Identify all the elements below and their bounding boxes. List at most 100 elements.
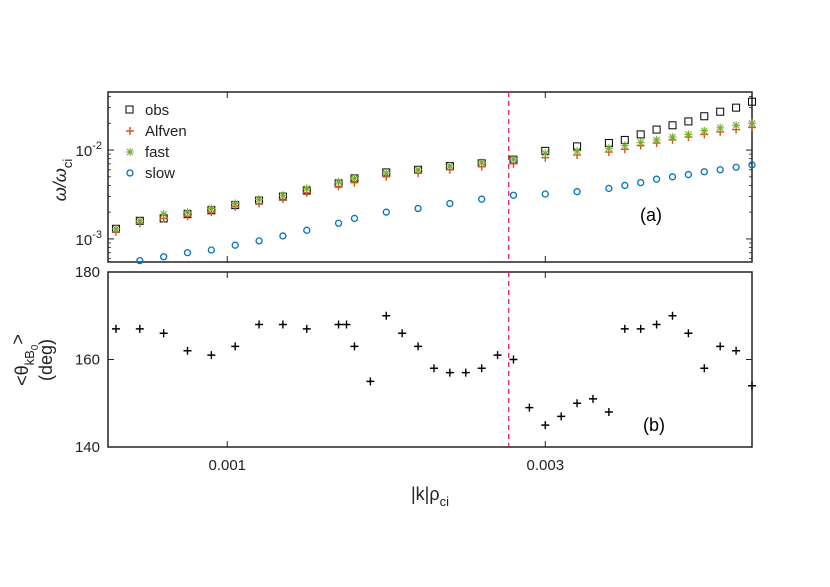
point-theta: [159, 329, 168, 338]
point-fast: [135, 216, 144, 225]
point-slow: [621, 181, 629, 190]
point-theta: [604, 408, 613, 416]
point-slow: [652, 175, 661, 183]
legend-marker-circle: [126, 169, 134, 177]
top-y-axis-label: ω/ωci: [50, 159, 75, 202]
bottom-ytick-label-2: 180: [75, 264, 100, 281]
point-fast: [604, 144, 613, 153]
point-theta: [255, 320, 264, 329]
point-slow: [183, 249, 192, 257]
point-slow: [748, 161, 756, 169]
point-theta: [366, 377, 375, 386]
point-fast: [183, 208, 192, 217]
point-slow: [350, 214, 359, 223]
point-fast: [652, 135, 661, 144]
point-fast: [334, 177, 343, 186]
bottom-y-axis-label: <θkB0>: [8, 334, 41, 386]
point-theta: [573, 399, 582, 408]
point-slow: [668, 173, 677, 181]
point-slow: [279, 232, 287, 240]
point-theta: [668, 311, 677, 320]
point-fast: [111, 224, 120, 233]
point-theta: [207, 351, 216, 360]
bottom-xtick-label-1: 0.003: [527, 457, 565, 474]
legend-item-obs: obs: [125, 102, 169, 119]
top-ytick-label-0: 10-3: [76, 229, 102, 249]
top-x-ticks: [226, 92, 546, 262]
bottom-x-ticks: [226, 272, 546, 447]
top-ytick-label-1: 10-2: [76, 140, 102, 160]
point-slow: [160, 253, 168, 261]
point-fast: [668, 133, 677, 142]
point-obs: [716, 107, 725, 116]
point-fast: [231, 199, 240, 208]
point-obs: [684, 117, 693, 126]
point-theta: [541, 421, 550, 430]
point-theta: [342, 320, 351, 329]
point-theta: [652, 320, 661, 329]
legend-label-obs: obs: [145, 102, 169, 119]
point-slow: [509, 191, 518, 199]
point-theta: [461, 368, 470, 377]
point-theta: [334, 320, 343, 329]
point-slow: [414, 204, 422, 213]
point-theta: [557, 412, 566, 421]
legend: obs Alfven fast slow: [125, 102, 187, 182]
point-slow: [446, 199, 454, 208]
point-obs: [668, 121, 677, 130]
point-theta: [278, 320, 287, 329]
point-theta: [382, 311, 391, 320]
point-slow: [303, 226, 311, 234]
point-fast: [700, 126, 709, 135]
point-slow: [684, 170, 693, 179]
point-fast: [732, 121, 741, 130]
point-obs: [748, 97, 756, 106]
legend-label-slow: slow: [145, 165, 175, 182]
point-obs: [652, 125, 661, 134]
legend-item-alfven: Alfven: [126, 123, 187, 140]
point-slow: [700, 168, 708, 176]
point-slow: [605, 184, 613, 193]
point-theta: [414, 342, 423, 351]
point-theta: [684, 329, 693, 338]
legend-marker-plus: [126, 127, 134, 135]
point-fast: [509, 155, 518, 164]
legend-marker-asterisk: [126, 148, 134, 156]
point-theta: [732, 346, 741, 355]
point-theta: [700, 364, 709, 373]
point-fast: [302, 184, 311, 193]
point-slow: [207, 246, 216, 254]
point-theta: [477, 364, 486, 373]
point-theta: [183, 346, 192, 355]
bottom-data-points: [111, 311, 756, 430]
legend-item-fast: fast: [126, 144, 170, 161]
point-theta: [620, 324, 629, 333]
point-fast: [159, 210, 168, 219]
legend-label-alfven: Alfven: [145, 123, 187, 140]
point-fast: [350, 174, 359, 183]
point-slow: [255, 237, 263, 245]
top-panel: 10-3 10-2 ω/ωci obs Alfven fast: [50, 91, 756, 265]
point-theta: [135, 324, 144, 333]
point-theta: [493, 351, 502, 360]
point-slow: [334, 219, 343, 227]
point-obs: [732, 103, 741, 112]
x-axis-label: |k|ρci: [411, 484, 449, 509]
point-theta: [302, 324, 311, 333]
point-fast: [382, 169, 391, 178]
point-fast: [207, 204, 216, 213]
point-obs: [636, 130, 645, 139]
point-theta: [748, 381, 756, 390]
point-fast: [278, 191, 287, 200]
point-fast: [477, 158, 486, 167]
point-fast: [541, 149, 550, 158]
point-theta: [509, 355, 518, 364]
point-fast: [255, 195, 264, 204]
point-theta: [588, 394, 597, 403]
point-fast: [445, 162, 454, 171]
point-theta: [429, 364, 438, 373]
bottom-ytick-label-1: 160: [75, 352, 100, 369]
panel-label-a: (a): [640, 205, 662, 225]
legend-item-slow: slow: [126, 165, 175, 182]
